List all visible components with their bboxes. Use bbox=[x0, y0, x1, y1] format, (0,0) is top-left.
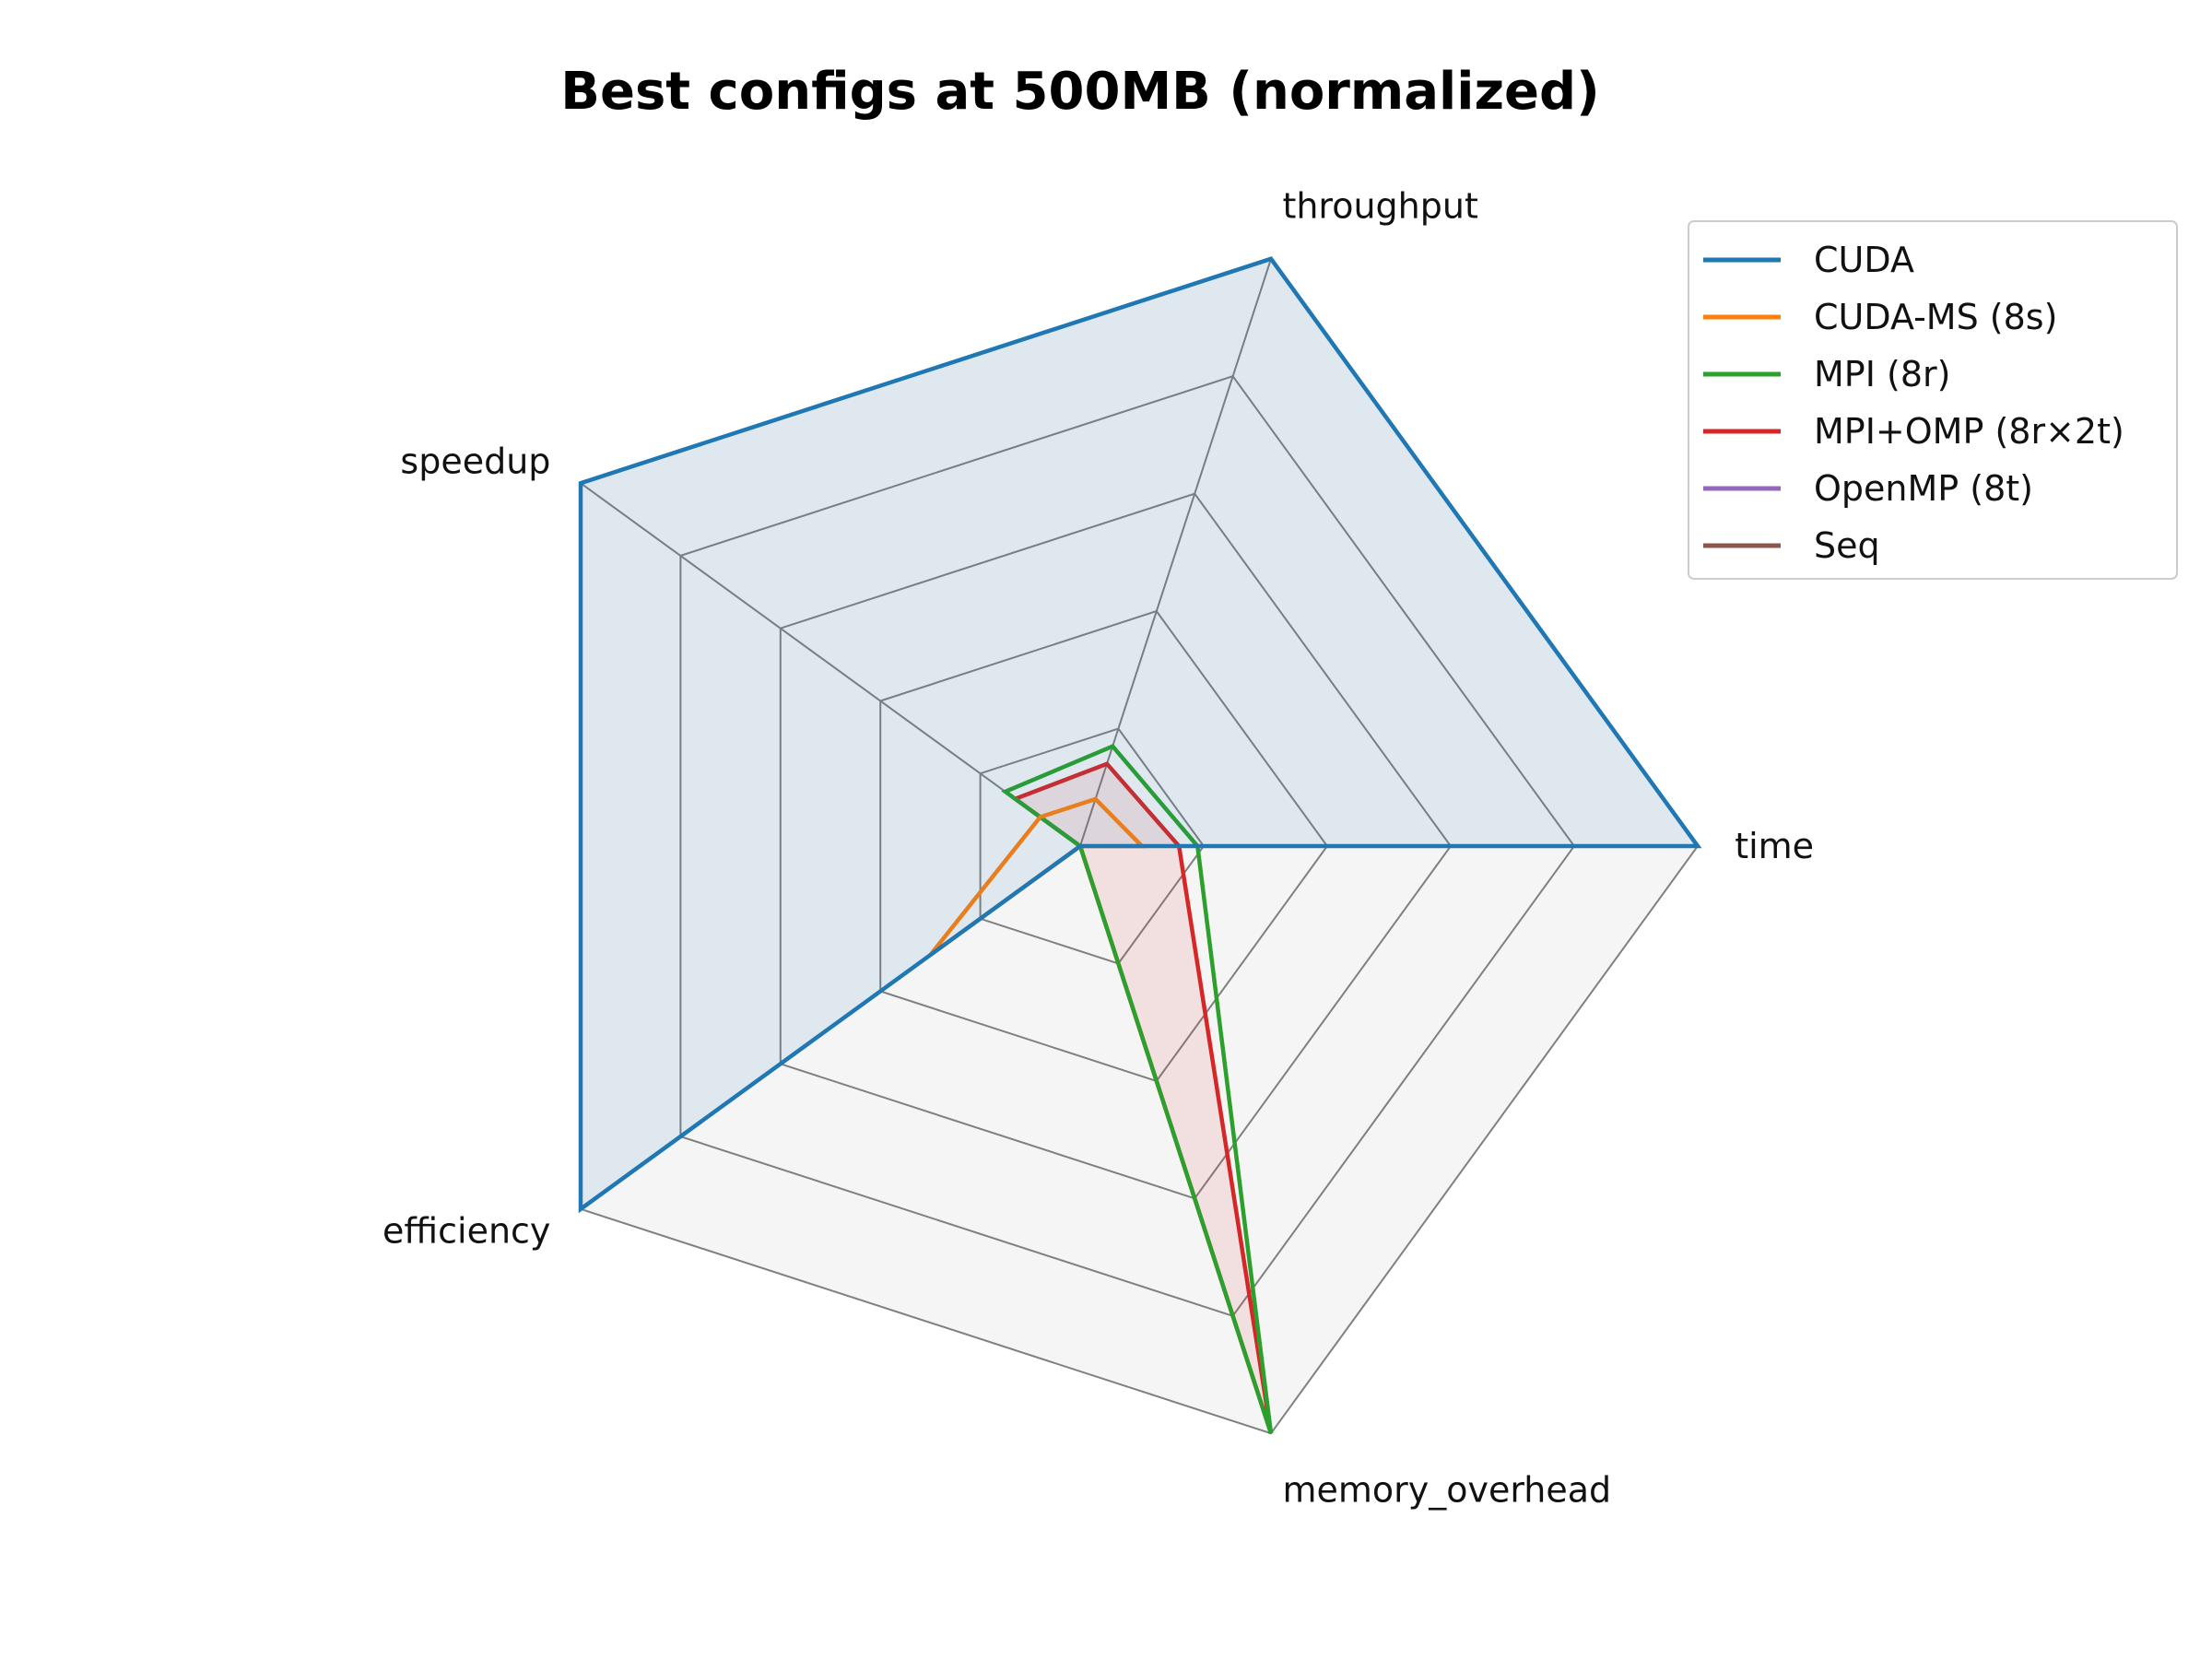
legend-label-cuda-ms-8s: CUDA-MS (8s) bbox=[1814, 297, 2057, 337]
legend-box bbox=[1688, 220, 2178, 580]
grid-ring-4 bbox=[679, 375, 1576, 1317]
axis-label-efficiency: efficiency bbox=[382, 1210, 550, 1251]
spoke-speedup bbox=[580, 482, 1081, 847]
legend-label-mpi-omp-8r-2t: MPI+OMP (8r×2t) bbox=[1814, 411, 2124, 452]
legend-label-seq: Seq bbox=[1814, 525, 1880, 566]
legend: CUDA CUDA-MS (8s) MPI (8r) MPI+OMP (8r×2t) O… bbox=[1688, 220, 2178, 580]
grid-ring-2 bbox=[879, 609, 1329, 1083]
chart-title: Best configs at 500MB (normalized) bbox=[560, 62, 1599, 122]
series-mpi-8r bbox=[1001, 743, 1274, 1434]
grid-ring-3 bbox=[779, 492, 1453, 1200]
series-cuda bbox=[578, 256, 1702, 1214]
axis-label-memory-overhead: memory_overhead bbox=[1282, 1469, 1611, 1510]
grid-ring-1 bbox=[979, 727, 1206, 965]
axis-label-throughput: throughput bbox=[1282, 186, 1477, 227]
legend-label-cuda: CUDA bbox=[1814, 240, 1914, 280]
legend-label-openmp-8t: OpenMP (8t) bbox=[1814, 468, 2033, 509]
axis-label-speedup: speedup bbox=[400, 441, 550, 482]
legend-label-mpi-8r: MPI (8r) bbox=[1814, 354, 1950, 394]
axis-label-time: time bbox=[1735, 826, 1814, 866]
